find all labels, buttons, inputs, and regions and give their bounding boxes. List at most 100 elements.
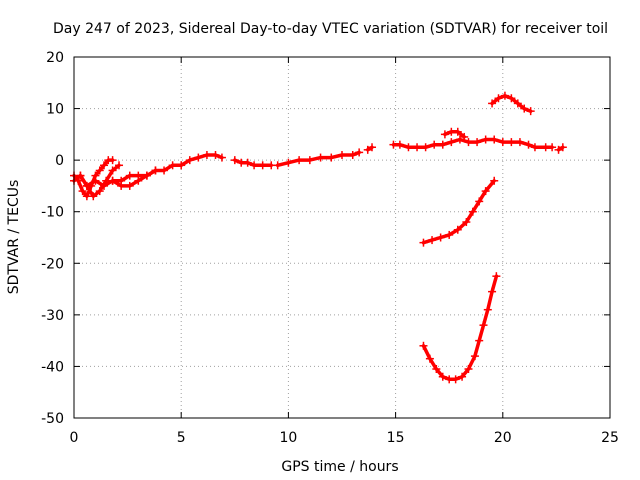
data-point xyxy=(458,372,467,381)
data-point xyxy=(194,153,203,162)
data-point xyxy=(168,161,177,170)
data-point xyxy=(462,218,471,227)
data-point xyxy=(492,272,501,281)
axis-ticks: 0 5 10 15 20 25 -50 -40 -30 -20 -10 0 10 20 xyxy=(41,50,619,446)
data-point xyxy=(258,161,267,170)
data-point xyxy=(185,156,194,165)
data-point xyxy=(515,138,524,147)
x-axis-label: GPS time / hours xyxy=(281,459,398,475)
x-tick-label: 5 xyxy=(177,430,186,446)
data-point xyxy=(440,130,449,139)
chart-title: Day 247 of 2023, Sidereal Day-to-day VTE… xyxy=(53,21,608,37)
data-point xyxy=(428,236,437,245)
data-point xyxy=(211,150,220,159)
series-line xyxy=(72,158,115,198)
data-point xyxy=(108,176,117,185)
series-8 xyxy=(440,127,469,141)
data-point xyxy=(284,158,293,167)
data-point xyxy=(483,305,492,314)
data-point xyxy=(490,176,499,185)
series-3 xyxy=(108,166,160,190)
data-point xyxy=(453,127,462,136)
data-point xyxy=(475,336,484,345)
data-point xyxy=(421,143,430,152)
data-point xyxy=(432,365,441,374)
y-axis-label: SDTVAR / TECUs xyxy=(6,180,22,295)
data-point xyxy=(438,372,447,381)
data-point xyxy=(368,143,377,152)
data-point xyxy=(250,161,259,170)
data-point xyxy=(74,176,83,185)
y-tick-label: -20 xyxy=(41,256,64,272)
data-point xyxy=(395,140,404,149)
data-point xyxy=(453,225,462,234)
data-point xyxy=(473,138,482,147)
data-point xyxy=(430,140,439,149)
data-point xyxy=(177,161,186,170)
y-tick-label: -30 xyxy=(41,308,64,324)
series-2 xyxy=(76,161,124,201)
data-point xyxy=(363,145,372,154)
series-line xyxy=(421,179,496,245)
data-point xyxy=(524,140,533,149)
data-point xyxy=(526,107,535,116)
data-point xyxy=(494,94,503,103)
data-point xyxy=(134,176,143,185)
grid-lines xyxy=(74,57,610,418)
x-tick-label: 0 xyxy=(70,430,79,446)
series-10 xyxy=(488,91,535,116)
series-12 xyxy=(419,272,501,384)
data-point xyxy=(460,132,469,141)
data-point xyxy=(108,166,117,175)
data-point xyxy=(488,287,497,296)
data-point xyxy=(82,181,91,190)
series-4 xyxy=(230,156,276,170)
data-point xyxy=(470,352,479,361)
data-point xyxy=(117,181,126,190)
y-tick-label: -40 xyxy=(41,359,64,375)
data-point xyxy=(95,187,104,196)
data-point xyxy=(160,166,169,175)
data-point xyxy=(436,233,445,242)
data-point xyxy=(464,138,473,147)
series-11 xyxy=(419,176,499,247)
series-9 xyxy=(554,143,567,154)
data-point xyxy=(125,171,134,180)
data-point xyxy=(305,156,314,165)
data-point xyxy=(468,207,477,216)
data-point xyxy=(464,365,473,374)
data-point xyxy=(507,94,516,103)
data-point xyxy=(125,181,134,190)
data-point xyxy=(413,143,422,152)
y-tick-label: 10 xyxy=(46,102,64,118)
series-line xyxy=(110,168,158,188)
data-point xyxy=(481,135,490,144)
data-point xyxy=(243,158,252,167)
data-point xyxy=(500,91,509,100)
data-point xyxy=(498,138,507,147)
data-point xyxy=(404,143,413,152)
data-point xyxy=(230,156,239,165)
data-point xyxy=(108,156,117,165)
data-point xyxy=(507,138,516,147)
data-point xyxy=(151,166,160,175)
x-tick-label: 25 xyxy=(601,430,619,446)
data-point xyxy=(438,140,447,149)
data-point xyxy=(554,145,563,154)
data-point xyxy=(355,148,364,157)
data-point xyxy=(530,143,539,152)
data-point xyxy=(419,341,428,350)
data-point xyxy=(338,150,346,159)
data-point xyxy=(479,321,488,330)
data-point xyxy=(419,238,428,247)
data-point xyxy=(488,99,497,108)
plot-frame xyxy=(73,56,611,419)
y-tick-label: 0 xyxy=(55,153,64,169)
series-5 xyxy=(273,148,364,170)
data-point xyxy=(490,135,499,144)
data-point xyxy=(100,161,109,170)
y-tick-label: -10 xyxy=(41,205,64,221)
data-point xyxy=(481,187,490,196)
data-series xyxy=(70,91,567,384)
